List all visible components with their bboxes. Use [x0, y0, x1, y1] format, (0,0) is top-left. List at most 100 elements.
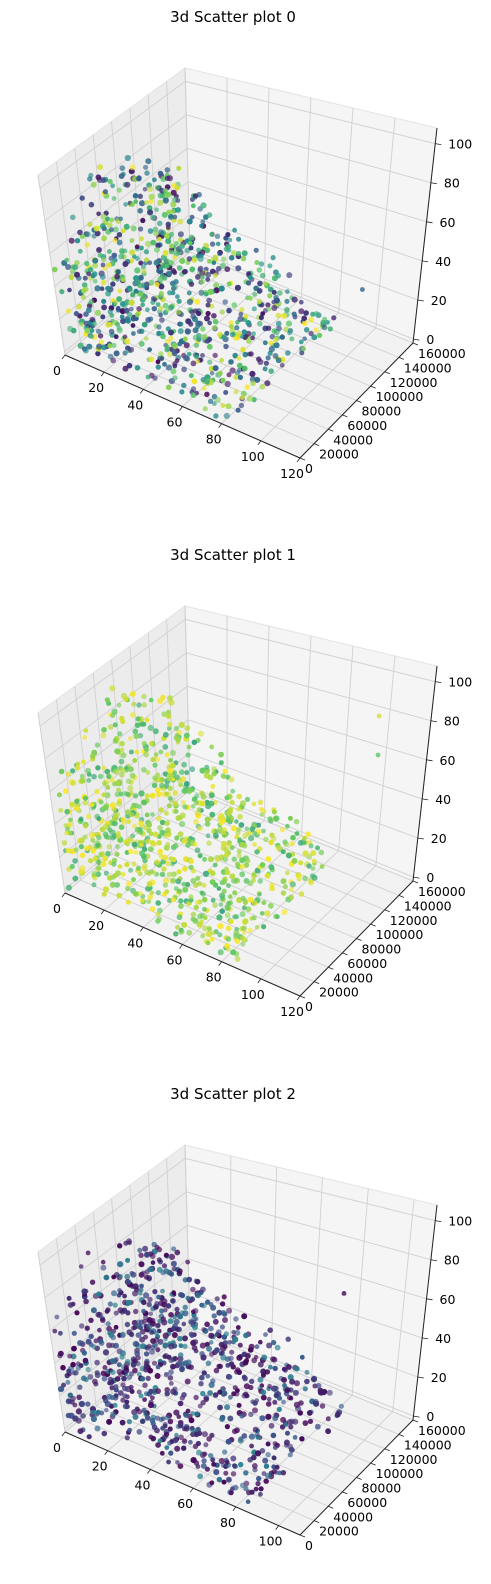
scatter-point: [171, 871, 177, 877]
scatter-point: [138, 340, 145, 347]
scatter-point: [167, 1327, 172, 1333]
scatter-point: [97, 1327, 102, 1333]
scatter-point: [132, 193, 139, 199]
scatter-point: [142, 863, 148, 869]
scatter-point: [235, 1325, 241, 1330]
scatter-point: [186, 298, 194, 305]
scatter-point: [242, 1359, 249, 1366]
scatter-point: [174, 1432, 179, 1438]
scatter-point: [321, 324, 328, 331]
chart-panel-2: 3d Scatter plot 2 0 20 40 60 80 100 0 20000 4000…: [0, 1077, 491, 1580]
scatter-point: [73, 311, 79, 317]
scatter-point: [142, 1397, 148, 1402]
scatter-point: [159, 782, 165, 789]
scatter-point: [284, 1388, 290, 1394]
scatter-point: [241, 365, 248, 372]
scatter-point: [200, 1463, 207, 1469]
scatter-point: [148, 741, 154, 747]
scatter-point: [116, 892, 123, 899]
scatter-point: [229, 873, 236, 880]
scatter-point: [182, 804, 188, 810]
scatter-point: [201, 1370, 207, 1376]
x-tick-mark: [104, 1450, 109, 1455]
scatter-point: [112, 781, 118, 787]
scatter-point: [119, 301, 126, 307]
scatter-point: [178, 782, 184, 788]
scatter-point: [190, 313, 196, 320]
scatter-point: [153, 752, 159, 757]
scatter-point: [165, 713, 172, 719]
scatter-point: [234, 956, 241, 962]
z-tick-mark: [426, 221, 433, 224]
scatter-point: [149, 792, 156, 799]
scatter-point: [137, 291, 144, 297]
scatter-point: [163, 1431, 170, 1438]
scatter-point: [147, 1367, 154, 1374]
y-tick-mark: [328, 428, 334, 432]
scatter-point: [120, 1397, 126, 1403]
scatter-point: [181, 838, 188, 845]
x-tick-label: 120: [280, 466, 304, 481]
scatter-point: [190, 1309, 196, 1315]
scatter-point: [164, 791, 169, 797]
scatter-point: [120, 1382, 126, 1388]
scatter-point: [212, 352, 218, 359]
scatter-point: [88, 1317, 94, 1323]
scatter-point: [174, 1249, 181, 1256]
scatter-point: [288, 886, 295, 892]
scatter-point: [192, 193, 199, 199]
x-tick-label: 100: [259, 1534, 283, 1549]
scatter-point: [125, 885, 131, 892]
scatter-point: [376, 713, 382, 719]
scatter-point: [86, 343, 93, 350]
scatter-point: [248, 835, 255, 842]
scatter-point: [190, 1411, 196, 1416]
scatter-point: [190, 392, 197, 399]
x-tick-label: 20: [92, 1459, 108, 1474]
scatter-point: [90, 837, 96, 843]
scatter-point: [100, 1259, 106, 1265]
scatter-point: [186, 218, 193, 225]
scatter-point: [210, 783, 216, 789]
y-tick-mark: [370, 385, 376, 389]
scatter-point: [251, 915, 257, 921]
scatter-point: [201, 1431, 208, 1438]
scatter-point: [148, 279, 155, 286]
scatter-point: [151, 306, 157, 312]
scatter-point: [139, 200, 146, 207]
y-tick-label: 100000: [376, 1466, 424, 1481]
scatter-point: [95, 328, 102, 335]
scatter-point: [144, 170, 150, 176]
scatter-point: [199, 223, 204, 229]
x-tick-label: 40: [127, 935, 143, 950]
scatter-point: [231, 302, 238, 308]
scatter-point: [78, 869, 84, 875]
scatter-point: [116, 787, 121, 793]
grid-line: [49, 685, 427, 792]
scatter-point: [239, 307, 245, 313]
scatter-point: [127, 785, 134, 792]
scatter-point: [85, 307, 92, 314]
scatter-point: [124, 1321, 131, 1328]
scatter-point: [139, 236, 144, 242]
scatter-point: [143, 249, 150, 255]
y-tick-label: 20000: [319, 447, 359, 462]
scatter-point: [338, 1403, 344, 1409]
x-tick-label: 60: [177, 1496, 193, 1511]
scatter-point: [100, 861, 107, 868]
scatter-point: [242, 930, 247, 935]
scatter-point: [90, 1405, 96, 1412]
y-tick-mark: [328, 966, 334, 970]
scatter-point: [182, 1304, 188, 1310]
scatter-point: [210, 897, 216, 903]
scatter-point: [168, 758, 173, 763]
scatter-point: [129, 1389, 135, 1394]
z-tick-label: 80: [444, 176, 460, 191]
scatter-point: [119, 740, 125, 747]
scatter-point: [255, 1481, 261, 1487]
scatter-point: [72, 858, 78, 864]
scatter-point: [302, 875, 308, 882]
scatter-point: [92, 278, 98, 284]
scatter-point: [266, 1396, 272, 1402]
scatter-point: [186, 256, 193, 262]
